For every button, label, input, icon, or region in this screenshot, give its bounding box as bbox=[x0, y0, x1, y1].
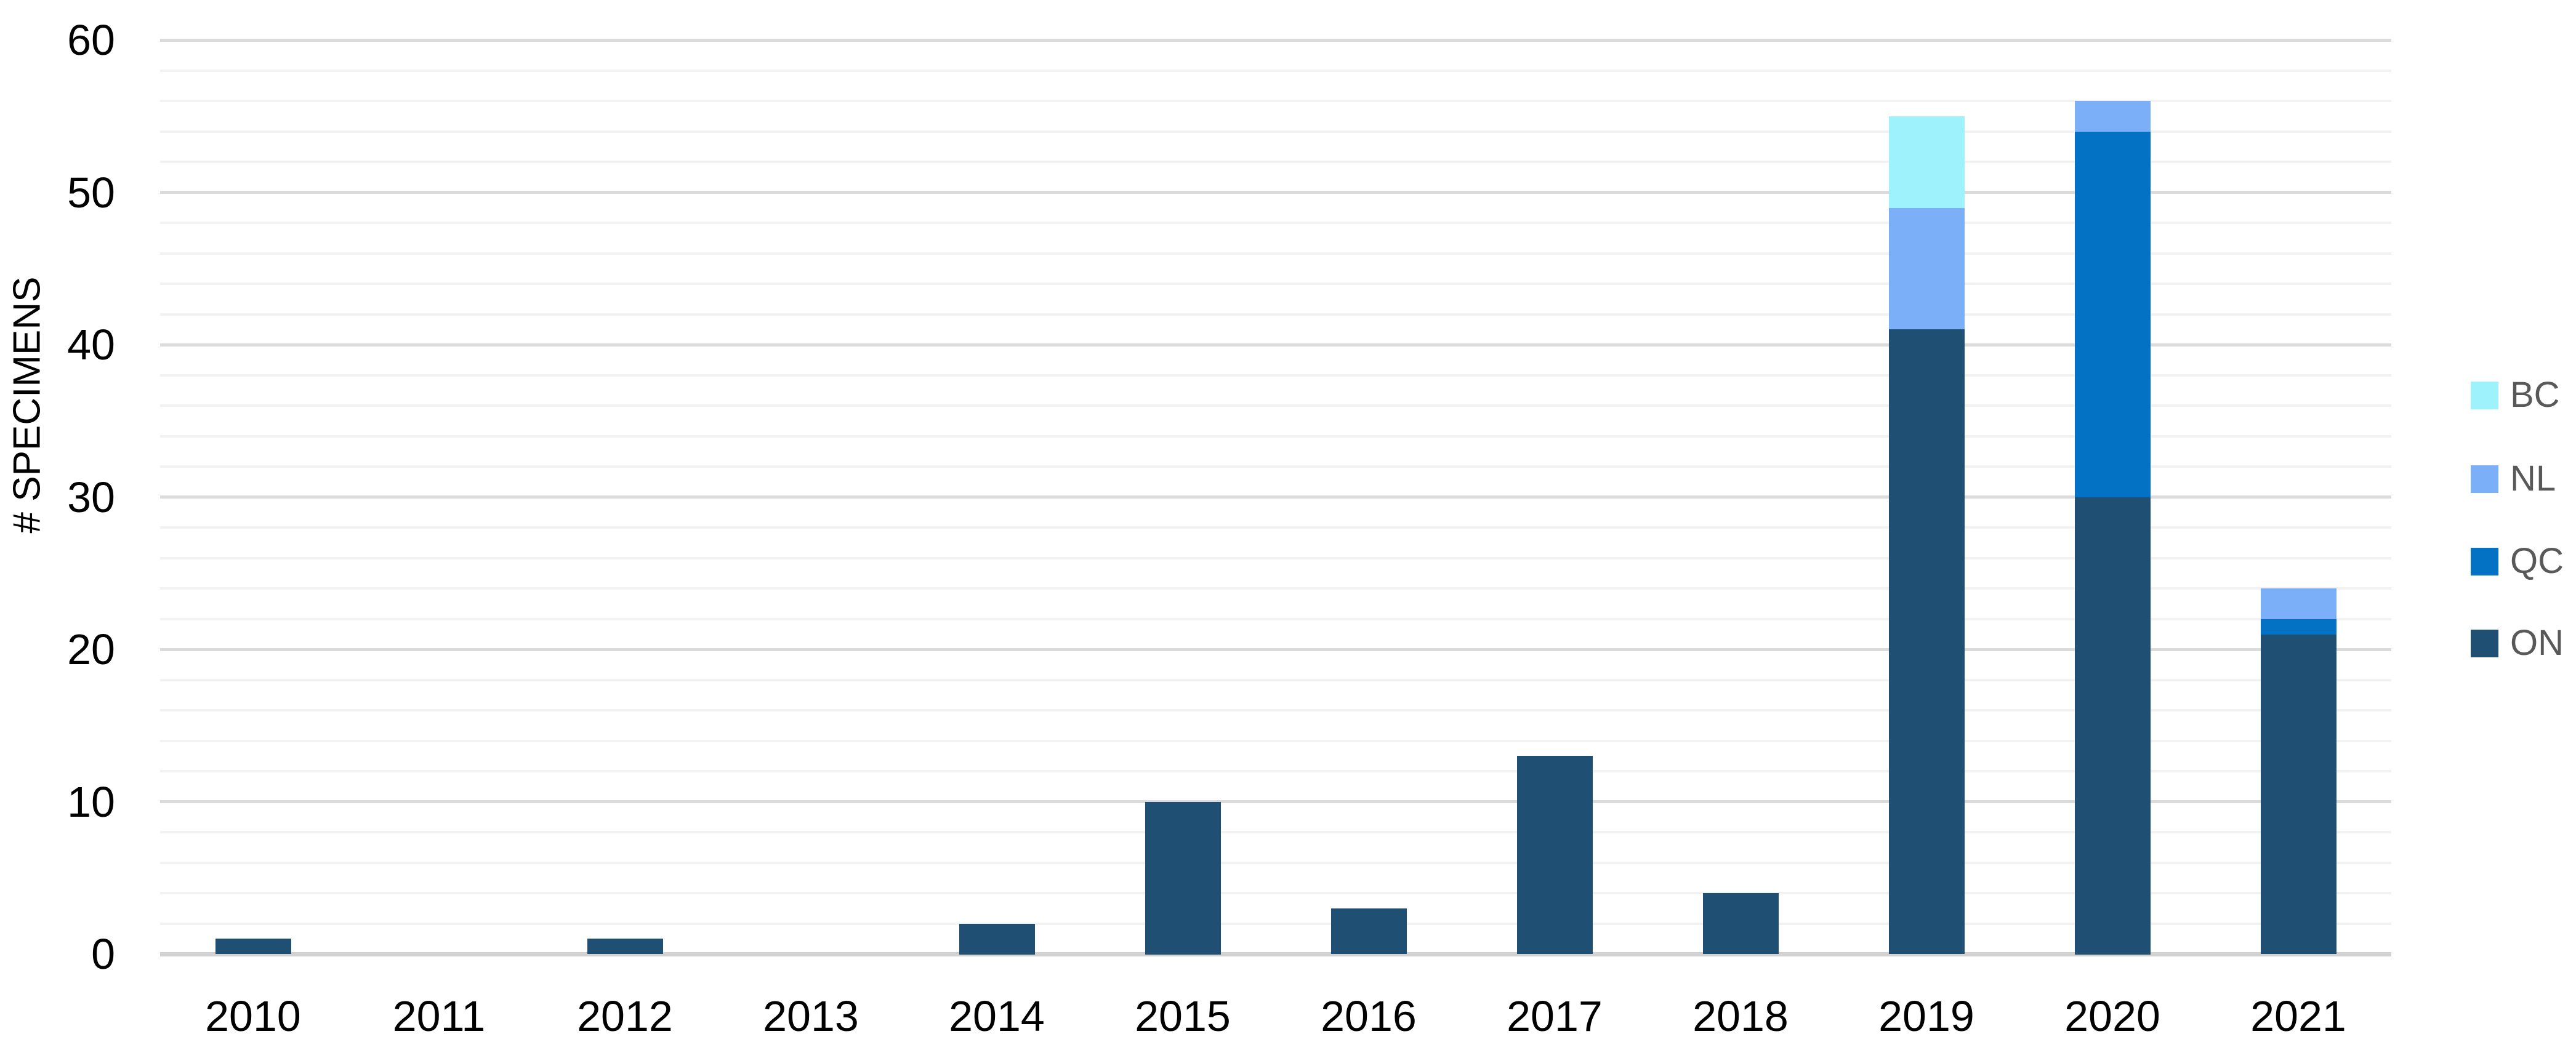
gridline-major bbox=[160, 191, 2391, 194]
legend-item-ON: ON bbox=[2471, 625, 2564, 661]
gridline-minor bbox=[160, 100, 2391, 102]
gridline-major bbox=[160, 343, 2391, 347]
gridline-minor bbox=[160, 404, 2391, 407]
bar-segment-2019-NL bbox=[1889, 207, 1965, 329]
gridline-minor bbox=[160, 374, 2391, 377]
legend-item-BC: BC bbox=[2471, 377, 2560, 413]
x-tick-label-2011: 2011 bbox=[392, 992, 486, 1040]
legend-label-QC: QC bbox=[2510, 541, 2564, 581]
legend-label-BC: BC bbox=[2510, 375, 2560, 415]
gridline-minor bbox=[160, 557, 2391, 559]
legend-item-QC: QC bbox=[2471, 543, 2564, 579]
bar-segment-2017-ON bbox=[1517, 756, 1593, 954]
gridline-minor bbox=[160, 770, 2391, 772]
gridline-major bbox=[160, 648, 2391, 651]
gridline-minor bbox=[160, 862, 2391, 864]
legend-item-NL: NL bbox=[2471, 461, 2556, 497]
legend-swatch-NL bbox=[2471, 465, 2498, 493]
x-tick-label-2021: 2021 bbox=[2250, 992, 2346, 1040]
bar-segment-2020-NL bbox=[2075, 101, 2151, 132]
gridline-minor bbox=[160, 283, 2391, 285]
bar-segment-2020-QC bbox=[2075, 132, 2151, 497]
x-tick-label-2012: 2012 bbox=[577, 992, 673, 1040]
y-tick-label-20: 20 bbox=[67, 625, 115, 673]
gridline-minor bbox=[160, 892, 2391, 894]
x-tick-label-2017: 2017 bbox=[1507, 992, 1603, 1040]
y-tick-label-40: 40 bbox=[67, 321, 115, 369]
x-tick-label-2013: 2013 bbox=[763, 992, 859, 1040]
gridline-minor bbox=[160, 618, 2391, 620]
bar-segment-2020-ON bbox=[2075, 497, 2151, 955]
bar-segment-2021-QC bbox=[2261, 619, 2337, 635]
gridline-minor bbox=[160, 740, 2391, 742]
gridline-minor bbox=[160, 161, 2391, 163]
gridline-major bbox=[160, 495, 2391, 499]
bar-segment-2012-ON bbox=[587, 939, 663, 954]
bar-segment-2019-BC bbox=[1889, 116, 1965, 208]
x-tick-label-2020: 2020 bbox=[2064, 992, 2160, 1040]
legend-swatch-QC bbox=[2471, 547, 2498, 575]
x-tick-label-2010: 2010 bbox=[205, 992, 301, 1040]
x-tick-label-2014: 2014 bbox=[949, 992, 1045, 1040]
gridline-minor bbox=[160, 679, 2391, 681]
y-tick-label-0: 0 bbox=[91, 930, 115, 978]
gridline-minor bbox=[160, 222, 2391, 224]
x-tick-label-2016: 2016 bbox=[1321, 992, 1417, 1040]
gridline-minor bbox=[160, 709, 2391, 711]
gridline-minor bbox=[160, 465, 2391, 468]
gridline-major bbox=[160, 800, 2391, 803]
x-tick-label-2019: 2019 bbox=[1878, 992, 1974, 1040]
bar-segment-2021-ON bbox=[2261, 634, 2337, 954]
legend-swatch-ON bbox=[2471, 629, 2498, 657]
gridline-minor bbox=[160, 831, 2391, 833]
y-tick-label-60: 60 bbox=[67, 16, 115, 64]
bar-segment-2018-ON bbox=[1703, 893, 1779, 954]
gridline-minor bbox=[160, 526, 2391, 529]
gridline-minor bbox=[160, 313, 2391, 316]
x-tick-label-2018: 2018 bbox=[1693, 992, 1789, 1040]
x-tick-label-2015: 2015 bbox=[1135, 992, 1231, 1040]
gridline-minor bbox=[160, 130, 2391, 133]
legend-label-ON: ON bbox=[2510, 623, 2564, 663]
bar-segment-2015-ON bbox=[1145, 802, 1221, 955]
bar-segment-2019-ON bbox=[1889, 329, 1965, 954]
gridline-minor bbox=[160, 70, 2391, 72]
bar-segment-2016-ON bbox=[1331, 908, 1407, 954]
bar-segment-2010-ON bbox=[215, 939, 291, 954]
legend-swatch-BC bbox=[2471, 381, 2498, 409]
gridline-minor bbox=[160, 923, 2391, 925]
gridline-minor bbox=[160, 587, 2391, 590]
gridline-minor bbox=[160, 252, 2391, 255]
gridline-major bbox=[160, 39, 2391, 42]
gridline-minor bbox=[160, 435, 2391, 438]
y-tick-label-30: 30 bbox=[67, 473, 115, 521]
bar-segment-2021-NL bbox=[2261, 588, 2337, 619]
y-tick-label-50: 50 bbox=[67, 169, 115, 217]
x-axis-baseline bbox=[160, 952, 2391, 956]
legend-label-NL: NL bbox=[2510, 459, 2556, 499]
y-tick-label-10: 10 bbox=[67, 778, 115, 826]
bar-segment-2014-ON bbox=[959, 924, 1035, 955]
